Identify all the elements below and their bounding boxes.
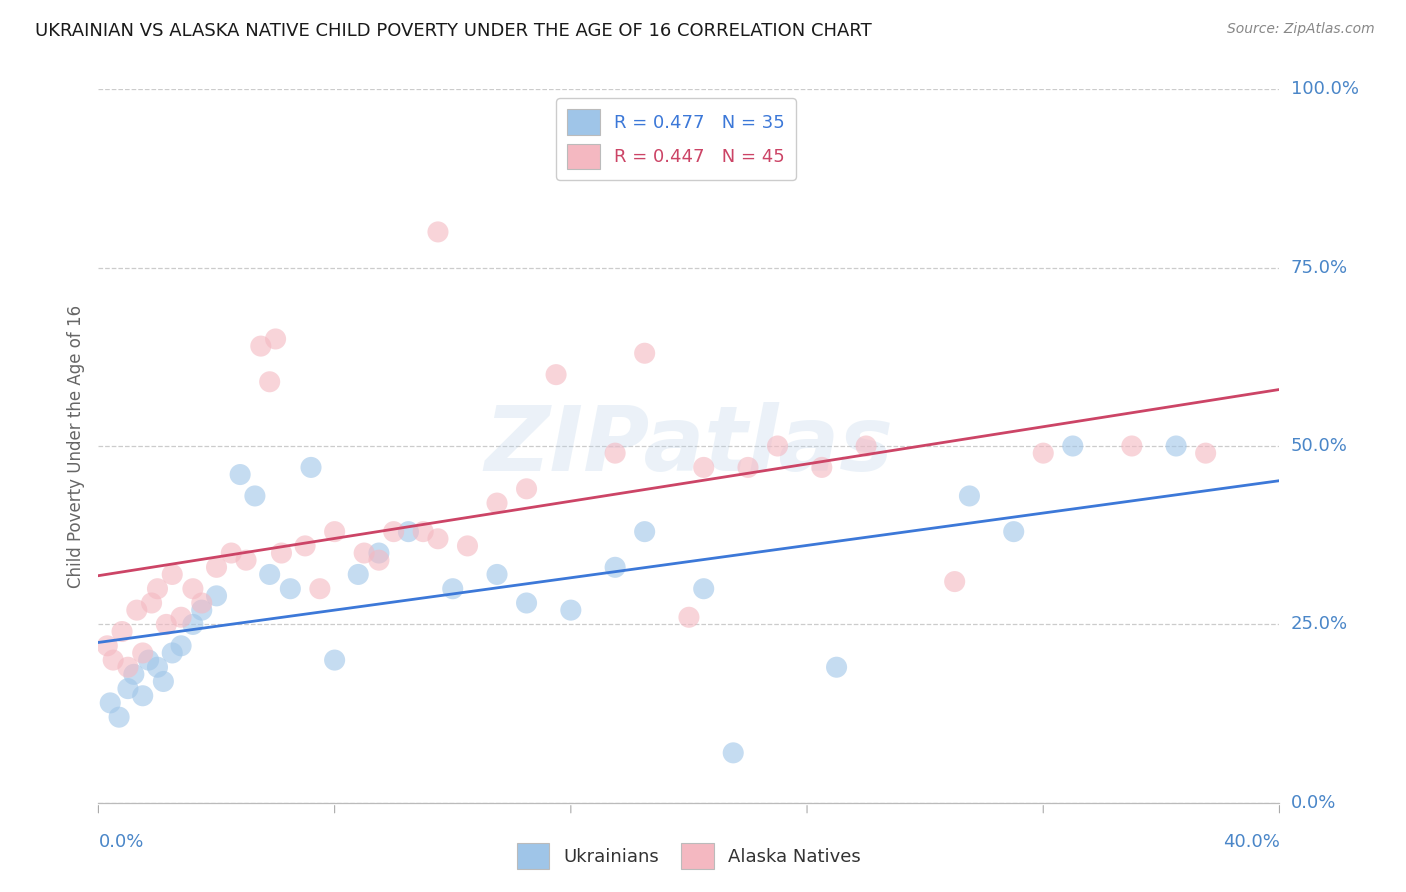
Point (155, 617, 177, 632)
Point (250, 339, 273, 353)
Point (382, 524, 405, 539)
Point (605, 560, 627, 574)
Point (98, 696, 121, 710)
Point (205, 589, 228, 603)
Point (456, 539, 478, 553)
Point (693, 582, 716, 596)
Point (243, 489, 266, 503)
Point (117, 660, 139, 674)
Point (1002, 524, 1025, 539)
Point (270, 546, 292, 560)
Point (943, 574, 966, 589)
Point (546, 368, 568, 382)
Point (117, 681, 139, 696)
Point (299, 460, 322, 475)
Point (427, 532, 450, 546)
Point (191, 596, 214, 610)
Point (368, 553, 391, 567)
Text: 75.0%: 75.0% (1291, 259, 1348, 277)
Point (181, 582, 204, 596)
Point (219, 546, 243, 560)
Text: 40.0%: 40.0% (1223, 833, 1279, 851)
Point (146, 660, 169, 674)
Point (259, 375, 281, 389)
Point (605, 446, 627, 460)
Point (132, 689, 155, 703)
Point (323, 653, 346, 667)
Point (138, 653, 160, 667)
Point (723, 746, 745, 760)
Point (103, 653, 125, 667)
Point (516, 482, 538, 496)
Point (146, 582, 169, 596)
Point (229, 467, 252, 482)
Point (810, 460, 832, 475)
Point (347, 567, 370, 582)
Point (855, 439, 877, 453)
Y-axis label: Child Poverty Under the Age of 16: Child Poverty Under the Age of 16 (66, 304, 84, 588)
Text: 25.0%: 25.0% (1291, 615, 1348, 633)
Point (108, 710, 131, 724)
Text: ZIPatlas: ZIPatlas (485, 402, 893, 490)
Point (259, 567, 281, 582)
Point (162, 646, 183, 660)
Point (560, 603, 582, 617)
Point (278, 582, 302, 596)
Point (170, 610, 193, 624)
Point (170, 639, 193, 653)
Text: 0.0%: 0.0% (98, 833, 143, 851)
Point (516, 596, 538, 610)
Point (141, 596, 163, 610)
Point (368, 546, 391, 560)
Point (412, 524, 434, 539)
Point (191, 603, 214, 617)
Text: Source: ZipAtlas.com: Source: ZipAtlas.com (1227, 22, 1375, 37)
Legend: Ukrainians, Alaska Natives: Ukrainians, Alaska Natives (510, 836, 868, 876)
Point (633, 346, 655, 360)
Point (323, 524, 346, 539)
Point (486, 567, 509, 582)
Point (162, 567, 183, 582)
Point (353, 546, 375, 560)
Point (1164, 439, 1187, 453)
Point (122, 667, 145, 681)
Point (766, 439, 789, 453)
Point (427, 225, 450, 239)
Point (959, 489, 981, 503)
Point (441, 582, 464, 596)
Point (1062, 439, 1084, 453)
Text: 100.0%: 100.0% (1291, 80, 1358, 98)
Text: 50.0%: 50.0% (1291, 437, 1347, 455)
Text: 0.0%: 0.0% (1291, 794, 1336, 812)
Point (125, 603, 148, 617)
Point (1195, 446, 1218, 460)
Point (111, 624, 134, 639)
Point (1121, 439, 1143, 453)
Point (152, 674, 174, 689)
Point (132, 646, 155, 660)
Point (633, 524, 655, 539)
Point (235, 553, 257, 567)
Point (96, 639, 118, 653)
Point (205, 560, 228, 574)
Point (294, 539, 316, 553)
Point (264, 332, 287, 346)
Point (1032, 446, 1054, 460)
Point (486, 496, 509, 510)
Point (693, 460, 716, 475)
Point (181, 617, 204, 632)
Point (396, 524, 419, 539)
Point (309, 582, 332, 596)
Point (737, 460, 759, 475)
Point (678, 610, 700, 624)
Text: UKRAINIAN VS ALASKA NATIVE CHILD POVERTY UNDER THE AGE OF 16 CORRELATION CHART: UKRAINIAN VS ALASKA NATIVE CHILD POVERTY… (35, 22, 872, 40)
Point (825, 660, 848, 674)
